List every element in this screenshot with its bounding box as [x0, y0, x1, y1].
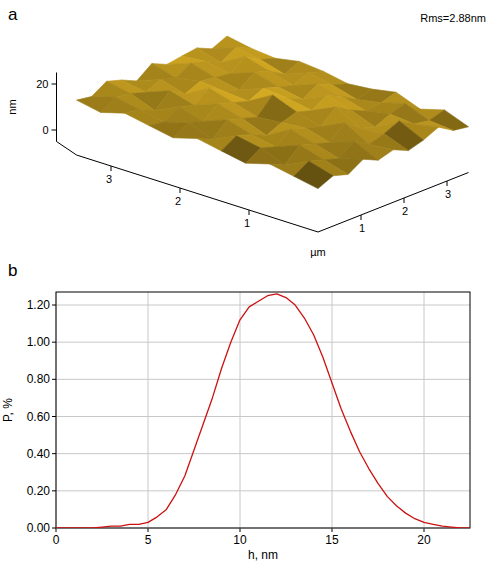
grid-line [56, 305, 470, 306]
y-tick [52, 342, 56, 343]
z-tick-label: 0 [42, 124, 48, 136]
y-tick-label: 0.60 [27, 410, 51, 424]
grid-line [148, 292, 149, 528]
y-tick-label: 0.80 [27, 372, 51, 386]
plot-frame [56, 292, 470, 528]
annotation: Rms=2.88nm [420, 12, 486, 24]
grid-line [56, 379, 470, 380]
y-axis-label: P, % [1, 398, 15, 422]
grid-line [332, 292, 333, 528]
x-tick [240, 528, 241, 532]
surface-cell [212, 36, 251, 49]
y-tick-label: 1 [244, 217, 250, 229]
surface [77, 36, 469, 189]
grid-line [56, 342, 470, 343]
grid-line [56, 490, 470, 491]
panel-a: a Rms=2.88nm 1 2 3 1 2 3 µm 0 20 nm [6, 5, 486, 258]
panel-letter: a [8, 5, 18, 24]
x-tick-label: 15 [325, 533, 339, 547]
grid-line [240, 292, 241, 528]
surface-cell [230, 56, 269, 73]
y-tick [52, 416, 56, 417]
y-tick-label: 1.00 [27, 335, 51, 349]
y-tick-label: 0.00 [27, 521, 51, 535]
y-tick-label: 1.20 [27, 298, 51, 312]
surface-cell [173, 123, 212, 140]
z-tick [52, 84, 57, 85]
y-tick [52, 305, 56, 306]
panel-letter: b [8, 261, 17, 280]
y-tick [249, 210, 250, 215]
x-tick-label: 10 [233, 533, 247, 547]
x-tick [361, 215, 362, 220]
plot-area [56, 292, 470, 528]
x-tick [56, 528, 57, 532]
y-tick [52, 379, 56, 380]
y-tick [52, 453, 56, 454]
data-group [56, 294, 470, 528]
x-tick-label: 3 [445, 188, 451, 200]
y-tick-label: 0.40 [27, 447, 51, 461]
grid-line [424, 292, 425, 528]
x-tick-label: 20 [417, 533, 431, 547]
y-tick [52, 490, 56, 491]
figure: a Rms=2.88nm 1 2 3 1 2 3 µm 0 20 nm b 0 5 10 15 20 0.00 0.2… [0, 0, 494, 567]
x-tick [424, 528, 425, 532]
x-tick-label: 0 [53, 533, 60, 547]
surface-cell [294, 73, 333, 86]
grid-line [56, 453, 470, 454]
x-axis [318, 173, 469, 233]
axis-label: µm [310, 246, 326, 258]
z-axis-label: nm [6, 99, 18, 114]
x-tick-label: 1 [359, 222, 365, 234]
surface-cell [164, 107, 203, 123]
x-tick-label: 5 [145, 533, 152, 547]
surface-cell [294, 161, 333, 188]
y-tick [111, 166, 112, 171]
y-axis [77, 155, 319, 232]
x-tick [148, 528, 149, 532]
panel-b: b 0 5 10 15 20 0.00 0.20 0.40 0.60 0.80 1.00 1.20 h, … [1, 261, 470, 562]
x-tick [332, 528, 333, 532]
x-tick-label: 2 [402, 205, 408, 217]
grid-line [56, 416, 470, 417]
surface-cell [246, 148, 285, 165]
y-tick-label: 3 [106, 173, 112, 185]
y-tick-label: 0.20 [27, 484, 51, 498]
z-axis [56, 73, 57, 142]
y-tick [52, 528, 56, 529]
x-tick [404, 198, 405, 203]
distribution-line [56, 294, 470, 528]
z-axis-connector [57, 142, 77, 156]
y-tick-label: 2 [175, 195, 181, 207]
surface-cell [339, 141, 378, 160]
surface-cell [176, 63, 215, 81]
z-tick-label: 20 [36, 78, 48, 90]
surface-cell [194, 88, 233, 105]
x-tick [447, 181, 448, 186]
surface-cell [203, 104, 242, 122]
x-axis-label: h, nm [248, 548, 278, 562]
y-tick [180, 188, 181, 193]
z-tick [52, 130, 57, 131]
